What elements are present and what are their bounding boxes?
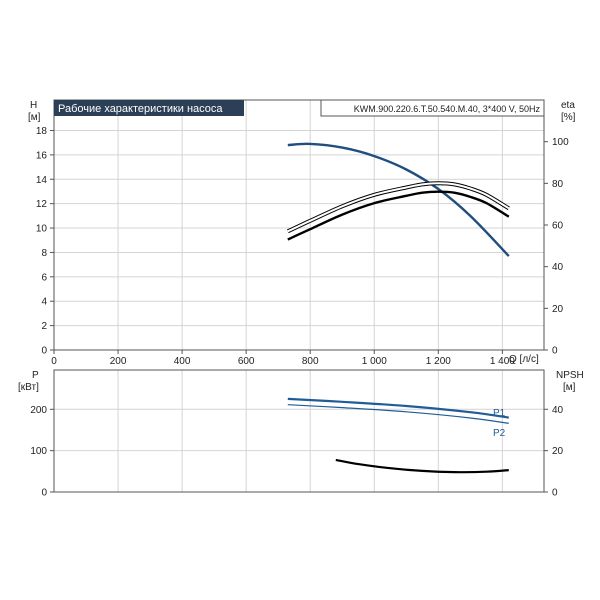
npsh-curve — [335, 458, 509, 474]
chart-title: Рабочие характеристики насоса — [58, 103, 223, 115]
npsh-axis-unit: [м] — [563, 382, 576, 393]
eta-tick-label: 80 — [552, 179, 564, 190]
eta-curve-lower — [287, 190, 510, 241]
eta-tick-label: 20 — [552, 304, 564, 315]
h-tick-label: 10 — [36, 224, 48, 235]
bottom-grid — [53, 370, 544, 493]
h-tick-label: 0 — [41, 346, 47, 357]
h-axis-unit: [м] — [28, 112, 41, 123]
x-tick-label: 1 200 — [426, 356, 451, 367]
bottom-ticks: 0 100 200 0 20 40 — [30, 405, 563, 499]
eta-tick-label: 60 — [552, 221, 564, 232]
h-tick-label: 12 — [36, 199, 48, 210]
h-tick-label: 6 — [41, 272, 47, 283]
p1-series-label: P1 — [493, 408, 506, 419]
p-axis-label: P — [32, 370, 39, 381]
npsh-tick-label: 0 — [552, 488, 558, 499]
x-tick-label: 1 400 — [490, 356, 515, 367]
p2-series-label: P2 — [493, 428, 506, 439]
eta-axis-label: eta — [561, 100, 575, 111]
eta-axis-unit: [%] — [561, 112, 576, 123]
model-box — [320, 99, 545, 117]
p-tick-label: 200 — [30, 405, 47, 416]
model-label: KWM.900.220.6.T.50.540.M.40, 3*400 V, 50… — [354, 104, 541, 114]
h-tick-label: 4 — [41, 297, 47, 308]
q-axis-label: Q [л/с] — [509, 354, 539, 365]
h-tick-label: 18 — [36, 126, 48, 137]
x-tick-label: 1 000 — [362, 356, 387, 367]
x-tick-label: 200 — [110, 356, 127, 367]
npsh-axis-label: NPSH — [556, 370, 584, 381]
h-tick-label: 16 — [36, 150, 48, 161]
npsh-tick-label: 20 — [552, 446, 564, 457]
top-series — [286, 142, 510, 257]
p2-curve — [287, 404, 509, 424]
head-curve — [287, 142, 510, 257]
p-tick-label: 0 — [41, 488, 47, 499]
h-tick-label: 14 — [36, 175, 48, 186]
x-tick-label: 0 — [51, 356, 57, 367]
eta-curve-upper — [287, 182, 510, 233]
h-tick-label: 8 — [41, 248, 47, 259]
top-ticks: 0 200 400 600 800 1 000 1 200 1 400024681012141… — [36, 126, 569, 367]
x-tick-label: 800 — [302, 356, 319, 367]
title-box — [54, 100, 244, 116]
p-axis-unit: [кВт] — [18, 382, 39, 393]
bottom-series — [287, 397, 509, 474]
h-axis-label: H — [30, 100, 37, 111]
h-tick-label: 2 — [41, 321, 47, 332]
x-tick-label: 600 — [238, 356, 255, 367]
p1-curve — [287, 397, 509, 419]
p-tick-label: 100 — [30, 446, 47, 457]
x-tick-label: 400 — [174, 356, 191, 367]
eta-tick-label: 100 — [552, 137, 569, 148]
npsh-tick-label: 40 — [552, 405, 564, 416]
eta-tick-label: 40 — [552, 262, 564, 273]
eta-tick-label: 0 — [552, 346, 558, 357]
bottom-plot-frame — [53, 369, 545, 493]
